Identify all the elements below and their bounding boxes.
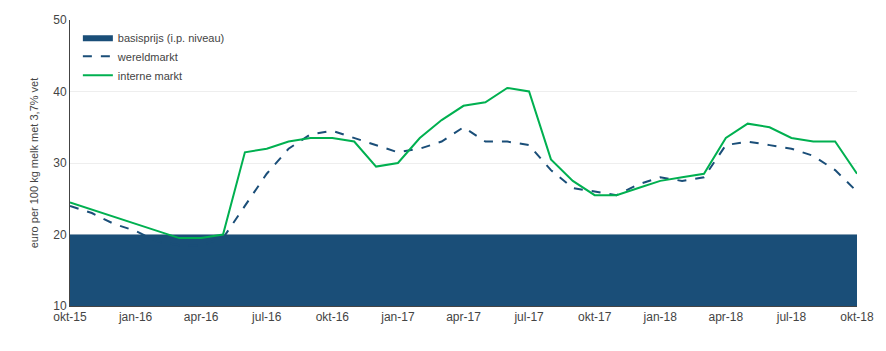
svg-text:okt-16: okt-16 — [316, 310, 350, 324]
svg-text:okt-15: okt-15 — [53, 310, 87, 324]
svg-text:interne markt: interne markt — [118, 70, 182, 82]
svg-text:okt-17: okt-17 — [578, 310, 612, 324]
svg-text:50: 50 — [53, 13, 67, 27]
svg-text:jul-18: jul-18 — [776, 310, 807, 324]
svg-text:10: 10 — [53, 299, 67, 313]
svg-text:basisprijs (i.p. niveau): basisprijs (i.p. niveau) — [118, 32, 224, 44]
svg-text:jul-16: jul-16 — [251, 310, 282, 324]
svg-text:okt-18: okt-18 — [840, 310, 874, 324]
svg-text:apr-18: apr-18 — [708, 310, 743, 324]
svg-text:40: 40 — [53, 85, 67, 99]
svg-text:wereldmarkt: wereldmarkt — [117, 51, 178, 63]
svg-text:jan-16: jan-16 — [118, 310, 153, 324]
svg-text:apr-17: apr-17 — [446, 310, 481, 324]
svg-text:30: 30 — [53, 156, 67, 170]
svg-text:jan-17: jan-17 — [380, 310, 415, 324]
svg-text:jul-17: jul-17 — [513, 310, 544, 324]
svg-text:jan-18: jan-18 — [643, 310, 678, 324]
svg-text:20: 20 — [53, 228, 67, 242]
svg-text:euro per 100 kg melk met 3,7%: euro per 100 kg melk met 3,7% vet — [28, 78, 40, 249]
svg-text:apr-16: apr-16 — [184, 310, 219, 324]
